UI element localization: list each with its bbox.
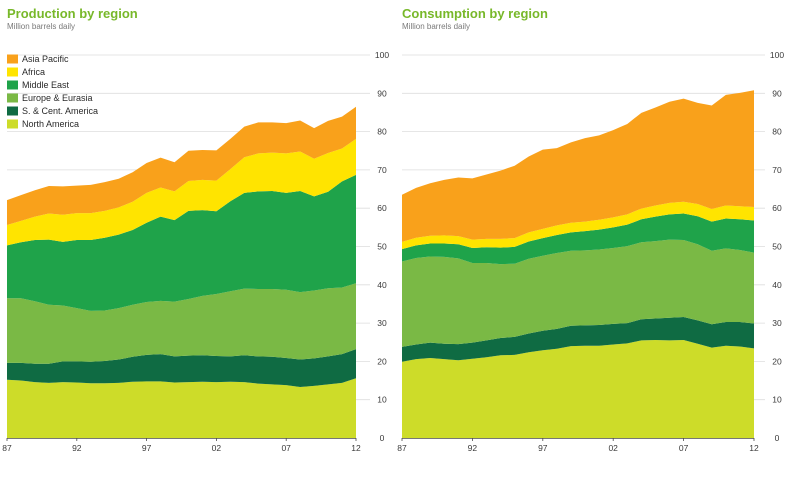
consumption-y-tick-label: 60: [772, 203, 782, 213]
production-x-tick-label: 02: [212, 443, 222, 453]
production-chart-title: Production by region: [7, 6, 138, 21]
production-area-s-and-cent-america: [7, 349, 356, 388]
consumption-area-s-and-cent-america: [402, 316, 754, 362]
production-y-tick-label: 0: [380, 433, 385, 443]
production-y-tick-label: 50: [377, 242, 387, 252]
production-x-tick-label: 12: [351, 443, 361, 453]
consumption-chart-title: Consumption by region: [402, 6, 548, 21]
consumption-area-asia-pacific: [402, 90, 754, 242]
production-x-tick-label: 87: [2, 443, 12, 453]
legend-label-middle-east: Middle East: [22, 80, 70, 90]
production-area-asia-pacific: [7, 106, 356, 226]
consumption-y-tick-label: 10: [772, 395, 782, 405]
consumption-y-tick-label: 0: [775, 433, 780, 443]
production-x-tick-label: 07: [281, 443, 291, 453]
legend-swatch-middle-east: [7, 80, 18, 90]
legend-swatch-asia-pacific: [7, 54, 18, 64]
consumption-chart-panel: Consumption by region Million barrels da…: [397, 6, 784, 453]
consumption-area-europe-and-eurasia: [402, 239, 754, 347]
consumption-y-tick-label: 40: [772, 280, 782, 290]
legend-swatch-north-america: [7, 119, 18, 129]
consumption-x-tick-label: 92: [468, 443, 478, 453]
production-y-tick-label: 60: [377, 203, 387, 213]
consumption-x-tick-label: 97: [538, 443, 548, 453]
legend-label-s-and-cent-america: S. & Cent. America: [22, 106, 98, 116]
production-y-tick-label: 100: [375, 50, 389, 60]
legend-label-europe-and-eurasia: Europe & Eurasia: [22, 93, 93, 103]
consumption-x-tick-label: 02: [608, 443, 618, 453]
production-x-tick-label: 92: [72, 443, 82, 453]
legend-swatch-europe-and-eurasia: [7, 93, 18, 103]
production-area-middle-east: [7, 174, 356, 311]
consumption-area-middle-east: [402, 213, 754, 265]
consumption-area-north-america: [402, 339, 754, 438]
consumption-y-tick-label: 100: [770, 50, 784, 60]
consumption-y-tick-label: 50: [772, 242, 782, 252]
production-area-africa: [7, 138, 356, 246]
production-y-tick-label: 40: [377, 280, 387, 290]
consumption-y-tick-label: 80: [772, 127, 782, 137]
consumption-y-tick-label: 70: [772, 165, 782, 175]
legend-label-north-america: North America: [22, 119, 79, 129]
consumption-y-tick-label: 30: [772, 318, 782, 328]
consumption-y-tick-label: 90: [772, 88, 782, 98]
production-chart-subtitle: Million barrels daily: [7, 22, 75, 31]
production-y-tick-label: 30: [377, 318, 387, 328]
production-x-tick-label: 97: [142, 443, 152, 453]
production-y-tick-label: 70: [377, 165, 387, 175]
production-area-europe-and-eurasia: [7, 283, 356, 364]
production-y-tick-label: 10: [377, 395, 387, 405]
production-y-tick-label: 20: [377, 356, 387, 366]
consumption-y-tick-label: 20: [772, 356, 782, 366]
production-chart-panel: Production by region Million barrels dai…: [2, 6, 389, 453]
consumption-plot-area: 0 10 20 30 40 50 60 70 80 90 100 87 92 97 02 07 12: [397, 50, 784, 453]
production-y-tick-label: 90: [377, 88, 387, 98]
consumption-x-tick-label: 87: [397, 443, 407, 453]
production-y-tick-label: 80: [377, 127, 387, 137]
production-area-north-america: [7, 378, 356, 438]
legend-swatch-africa: [7, 67, 18, 77]
legend-swatch-s-and-cent-america: [7, 106, 18, 116]
consumption-x-tick-label: 12: [749, 443, 759, 453]
consumption-area-africa: [402, 201, 754, 250]
legend-label-asia-pacific: Asia Pacific: [22, 54, 69, 64]
legend-label-africa: Africa: [22, 67, 45, 77]
consumption-chart-subtitle: Million barrels daily: [402, 22, 470, 31]
consumption-x-tick-label: 07: [679, 443, 689, 453]
production-legend: Asia Pacific Africa Middle East Europe & Eu…: [7, 54, 98, 129]
production-plot-area: 0 10 20 30 40 50 60 70 80 90 100 87 92 97 02 07 12 Asia P…: [2, 50, 389, 453]
